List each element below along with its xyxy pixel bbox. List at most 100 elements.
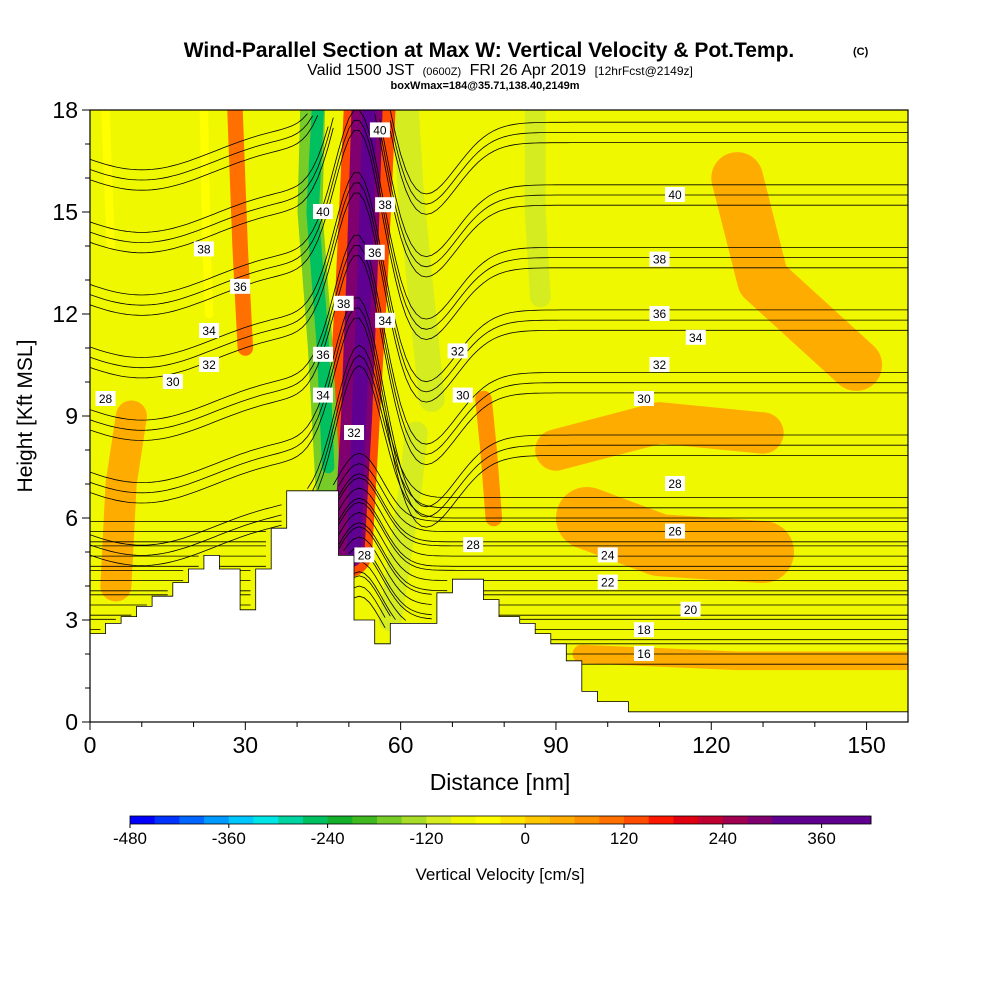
colorbar-swatch [722,816,748,824]
colorbar-tick-label: -120 [409,829,443,848]
contour-label: 34 [199,323,220,338]
colorbar-swatch [599,816,625,824]
contour-label-bg [633,646,654,661]
colorbar-swatch [352,816,378,824]
contour-label-bg [649,306,670,321]
contour-label: 30 [633,391,654,406]
y-axis-label: Height [Kft MSL] [14,340,37,493]
theta-contour [90,297,908,508]
x-tick-label: 60 [388,732,414,758]
theta-contour [90,110,908,320]
contour-label-text: 34 [689,331,703,345]
theta-contour [353,575,908,645]
contour-label-text: 24 [601,548,615,562]
contour-label: 22 [597,574,618,590]
colorbar-label: Vertical Velocity [cm/s] [415,865,584,884]
colorbar-swatch [747,816,773,824]
theta-contour [90,344,908,546]
theta-contour [90,497,908,567]
y-tick-label: 12 [52,301,78,327]
contour-label-text: 30 [166,375,180,389]
colorbar-swatch [698,816,724,824]
contour-label-text: 40 [316,205,330,219]
theta-contour [90,512,908,581]
theta-contour [90,536,908,606]
contour-label: 38 [375,197,396,213]
contour-label-text: 32 [451,344,465,358]
contour-label-text: 38 [378,198,392,212]
colorbar-swatch [377,816,403,824]
colorbar-swatch [549,816,576,824]
colorbar-swatch [673,816,699,824]
theta-contour [90,115,908,205]
contour-label: 26 [665,523,686,539]
contour-label: 24 [597,547,618,563]
w-region [346,110,377,560]
contour-label: 20 [680,601,701,617]
contour-label-bg [364,244,385,260]
colorbar-swatch [278,816,304,824]
theta-contour [90,501,908,571]
theta-contour [90,234,908,445]
colorbar-swatch [500,816,526,824]
x-tick-label: 90 [543,732,569,758]
theta-contour [90,192,908,403]
x-tick-label: 30 [233,732,259,758]
y-tick-label: 9 [65,403,78,429]
contour-label-bg [95,391,116,406]
colorbar-swatch [302,816,329,824]
theta-contour [90,244,908,455]
colorbar: -480 -360 -240 -120 0 120 240 360 [113,815,872,848]
contour-label: 32 [344,425,365,440]
contour-label-bg [597,574,618,590]
contour-label-bg [375,197,396,213]
colorbar-swatch [204,816,230,824]
theta-contour [90,463,908,532]
contour-label: 30 [162,374,183,389]
contour-label-bg [633,622,654,638]
contour-label-text: 20 [684,603,698,617]
contour-label-text: 32 [202,358,216,372]
w-region [227,110,254,356]
theta-contour [90,182,908,393]
contour-label-bg [312,204,333,219]
colorbar-swatch [154,816,180,824]
contour-label-text: 28 [99,392,113,406]
theta-contour [90,110,908,195]
chart-subtitle: Valid 1500 JST (0600Z) FRI 26 Apr 2019 [… [307,62,693,79]
contour-label: 28 [354,547,375,563]
colorbar-tick-label: 240 [709,829,737,848]
contour-label-text: 34 [202,324,216,338]
contour-label-text: 16 [637,647,651,661]
x-tick-label: 120 [692,732,730,758]
theta-contour [90,307,908,518]
colorbar-swatch [451,816,477,824]
theta-contour [90,129,908,340]
contour-label-bg [162,374,183,389]
w-region [555,486,795,584]
contour-label: 28 [95,391,116,406]
colorbar-swatch [525,816,551,824]
colorbar-swatch [426,816,452,824]
contour-label-bg [333,295,354,311]
colorbar-swatch [228,816,254,824]
contour-label-bg [633,391,654,406]
contour-label-bg [230,278,251,294]
colorbar-frame [129,815,872,825]
colorbar-swatch [648,816,674,824]
theta-contour [90,119,908,258]
contour-label-text: 40 [668,188,682,202]
w-region [711,152,883,391]
contour-label-bg [312,387,333,403]
theta-contour [90,365,908,567]
contour-label-text: 28 [466,538,480,552]
contour-label-bg [649,357,670,372]
contour-label-bg [312,346,333,362]
colorbar-swatch [130,816,156,824]
colorbar-swatch [253,816,279,824]
contour-label-bg [597,547,618,563]
w-region [378,421,428,632]
contour-label: 30 [452,387,473,403]
contour-label-text: 30 [456,389,470,403]
contour-label-text: 22 [601,576,615,590]
